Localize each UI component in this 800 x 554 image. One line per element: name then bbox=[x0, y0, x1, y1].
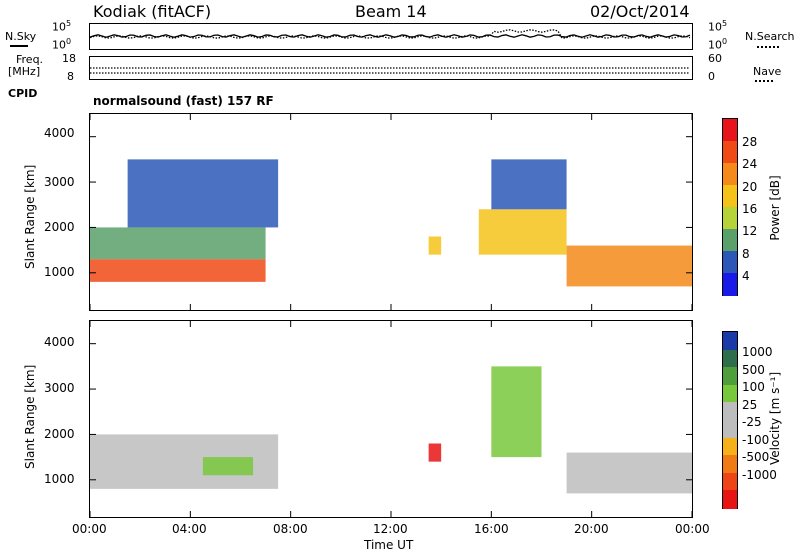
xtick-2000: 20:00 bbox=[574, 522, 609, 536]
velocity-cbar-segment bbox=[723, 384, 737, 404]
velocity-cbar-segment bbox=[723, 332, 737, 351]
power-cbar-segment bbox=[723, 207, 737, 230]
power-cbar-tick-24: 24 bbox=[742, 157, 758, 171]
power-cbar-segment bbox=[723, 141, 737, 164]
power-region-1 bbox=[90, 227, 266, 260]
velocity-region-2 bbox=[428, 443, 442, 462]
xtick-2400: 00:00 bbox=[675, 522, 710, 536]
power-cbar-segment bbox=[723, 273, 737, 296]
power-cbar-tick-4: 4 bbox=[742, 269, 750, 283]
power-colorbar bbox=[722, 118, 738, 296]
power-cbar-segment bbox=[723, 185, 737, 208]
power-cbar-segment bbox=[723, 119, 737, 142]
velocity-cbar-segment bbox=[723, 367, 737, 386]
velocity-region-1 bbox=[202, 457, 254, 476]
xtick-1600: 16:00 bbox=[474, 522, 509, 536]
nave-tick-high: 60 bbox=[708, 52, 722, 65]
power-region-6 bbox=[566, 245, 692, 287]
velocity-cbar-tick-100: 100 bbox=[742, 380, 765, 394]
xlabel: Time UT bbox=[364, 538, 414, 552]
velocity-cbar-tick-m100: -100 bbox=[742, 433, 770, 447]
freq-label: Freq. bbox=[16, 53, 44, 66]
nsearch-trace bbox=[89, 29, 691, 39]
power-cbar-segment bbox=[723, 163, 737, 186]
power-region-3 bbox=[428, 236, 442, 255]
velocity-cbar-tick-500: 500 bbox=[742, 363, 765, 377]
velocity-cbar-tick-m1000: -1000 bbox=[742, 468, 777, 482]
xtick-0800: 08:00 bbox=[273, 522, 308, 536]
xtick-1200: 12:00 bbox=[373, 522, 408, 536]
power-cbar-tick-16: 16 bbox=[742, 202, 758, 216]
xtick-0400: 04:00 bbox=[172, 522, 207, 536]
power-ytick-4000: 4000 bbox=[44, 126, 75, 140]
power-cbar-tick-12: 12 bbox=[742, 224, 758, 238]
power-cbar-tick-28: 28 bbox=[742, 135, 758, 149]
power-region-4 bbox=[478, 209, 567, 255]
cpid-text: normalsound (fast) 157 RF bbox=[93, 94, 274, 108]
power-region-2 bbox=[127, 159, 279, 228]
radar-title: Kodiak (fitACF) bbox=[93, 2, 212, 21]
noise-tick-left-low: 100 bbox=[52, 37, 72, 52]
power-cbar-tick-20: 20 bbox=[742, 180, 758, 194]
noise-tick-left-high: 105 bbox=[52, 19, 72, 34]
velocity-cbar-segment bbox=[723, 420, 737, 439]
power-ytick-1000: 1000 bbox=[44, 265, 75, 279]
freq-tick-low: 8 bbox=[67, 70, 74, 83]
noise-tick-right-high: 105 bbox=[708, 19, 728, 34]
power-cbar-segment bbox=[723, 229, 737, 252]
power-cbar-segment bbox=[723, 251, 737, 274]
cpid-label: CPID bbox=[8, 87, 38, 100]
velocity-cbar-segment bbox=[723, 402, 737, 421]
velocity-cbar-tick-25: 25 bbox=[742, 398, 758, 412]
nsky-legend-line bbox=[10, 45, 28, 47]
velocity-ytick-1000: 1000 bbox=[44, 472, 75, 486]
velocity-colorbar bbox=[722, 331, 738, 509]
power-ytick-2000: 2000 bbox=[44, 220, 75, 234]
velocity-cbar-segment bbox=[723, 472, 737, 492]
power-region-5 bbox=[491, 159, 567, 210]
velocity-cbar-segment bbox=[723, 455, 737, 474]
xtick-0000: 00:00 bbox=[72, 522, 107, 536]
nsearch-label: N.Search bbox=[745, 30, 795, 43]
velocity-cbar-segment bbox=[723, 349, 737, 369]
velocity-cbar-tick-1000: 1000 bbox=[742, 345, 773, 359]
velocity-ytick-3000: 3000 bbox=[44, 381, 75, 395]
velocity-ytick-2000: 2000 bbox=[44, 427, 75, 441]
power-region-0 bbox=[90, 259, 266, 282]
nave-tick-low: 0 bbox=[708, 70, 715, 83]
nsky-label: N.Sky bbox=[5, 30, 37, 43]
nave-label: Nave bbox=[753, 65, 782, 78]
velocity-cbar-segment bbox=[723, 437, 737, 457]
noise-tick-right-low: 100 bbox=[708, 37, 728, 52]
beam-title: Beam 14 bbox=[355, 2, 427, 21]
velocity-region-3 bbox=[491, 366, 542, 458]
nsearch-legend-line bbox=[757, 46, 779, 48]
velocity-cbar-tick-m500: -500 bbox=[742, 450, 770, 464]
power-cbar-tick-8: 8 bbox=[742, 247, 750, 261]
velocity-ytick-4000: 4000 bbox=[44, 335, 75, 349]
velocity-region-4 bbox=[566, 452, 692, 494]
velocity-cbar-tick-m25: -25 bbox=[742, 415, 762, 429]
velocity-cbar-segment bbox=[723, 490, 737, 509]
freq-tick-high: 18 bbox=[62, 52, 76, 65]
power-ytick-3000: 3000 bbox=[44, 175, 75, 189]
nave-legend-line bbox=[755, 80, 773, 82]
freq-unit-label: [MHz] bbox=[8, 65, 41, 78]
date-title: 02/Oct/2014 bbox=[590, 2, 690, 21]
